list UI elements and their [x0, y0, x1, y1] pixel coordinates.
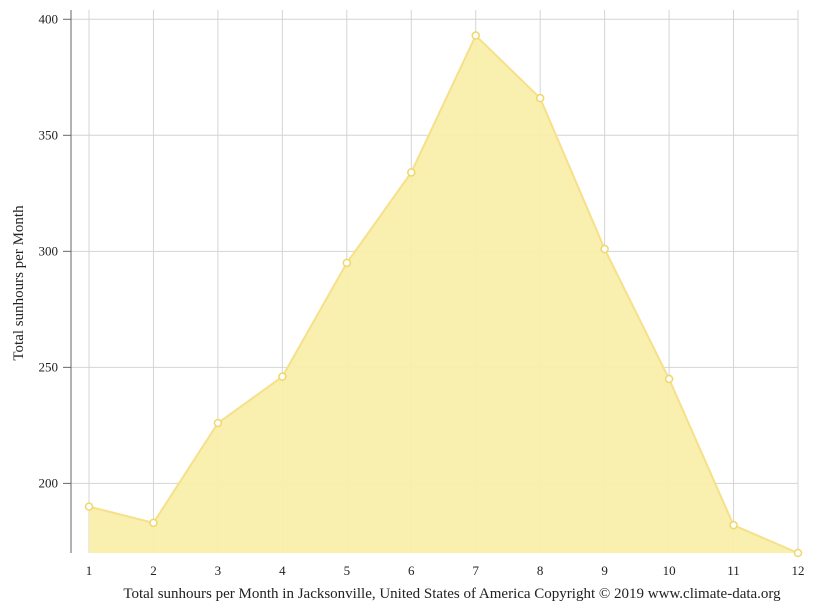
- y-tick-label: 200: [39, 475, 59, 490]
- x-tick-label: 5: [344, 563, 351, 578]
- x-tick-label: 8: [537, 563, 544, 578]
- x-tick-label: 3: [215, 563, 222, 578]
- y-tick-label: 300: [39, 243, 59, 258]
- chart-caption: Total sunhours per Month in Jacksonville…: [123, 586, 781, 602]
- x-tick-label: 7: [472, 563, 479, 578]
- data-point: [600, 244, 609, 254]
- data-point: [213, 418, 223, 428]
- data-point: [729, 520, 738, 530]
- series-area: [89, 35, 798, 554]
- data-point: [471, 31, 480, 40]
- x-tick-label: 1: [86, 563, 93, 578]
- y-tick-label: 350: [39, 127, 59, 142]
- y-tick-label: 400: [39, 11, 59, 26]
- x-tick-label: 6: [408, 563, 415, 578]
- point-layer: [84, 31, 803, 558]
- area-layer: [88, 33, 799, 554]
- x-tick-label: 9: [601, 563, 608, 578]
- x-tick-label: 4: [279, 563, 286, 578]
- x-tick-label: 10: [663, 563, 676, 578]
- data-point: [84, 502, 94, 511]
- series-line: [88, 33, 799, 554]
- data-point: [342, 258, 352, 268]
- data-point: [149, 518, 158, 528]
- x-tick-label: 2: [150, 563, 157, 578]
- x-tick-label: 11: [727, 563, 740, 578]
- y-axis-title: Total sunhours per Month: [11, 205, 27, 361]
- y-tick-label: 250: [39, 359, 59, 374]
- axis-layer: [63, 10, 72, 553]
- data-point: [278, 372, 287, 381]
- x-tick-label: 12: [792, 563, 805, 578]
- data-point: [535, 93, 545, 103]
- data-point: [793, 548, 803, 558]
- data-point: [407, 168, 416, 177]
- data-point: [664, 374, 674, 384]
